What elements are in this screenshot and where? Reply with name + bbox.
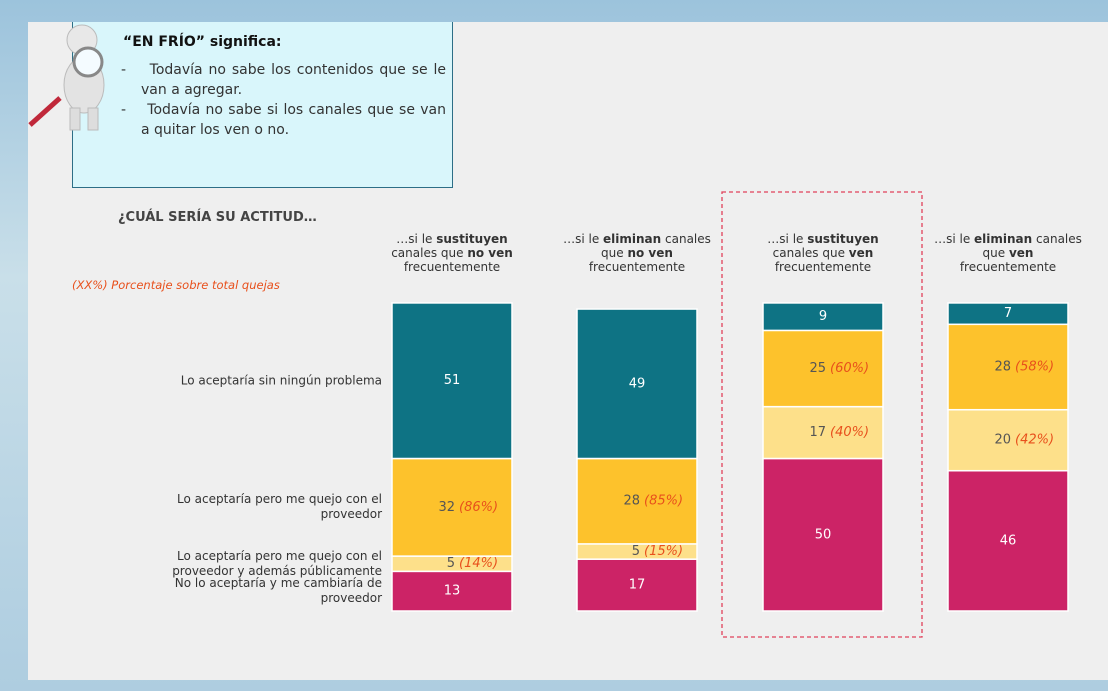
header-run: canales que [391, 246, 468, 260]
header-run: canales que [982, 232, 1082, 260]
value-label: 49 [629, 376, 646, 391]
column-header: …si le sustituyen canales que no ven fre… [377, 232, 527, 274]
chart-title: ¿CUÁL SERÍA SU ACTITUD… [118, 210, 317, 225]
highlight-box [721, 191, 923, 638]
value-label: 9 [819, 309, 827, 324]
header-run: sustituyen [436, 232, 508, 246]
share-label: (40%) [830, 425, 869, 440]
value-label: 32 [438, 500, 455, 515]
info-box: “EN FRÍO” significa: Todavía no sabe los… [72, 22, 453, 188]
bar-segment [576, 558, 698, 612]
header-run: eliminan [974, 232, 1033, 246]
magnifier-figure [28, 24, 105, 131]
header-run: no ven [467, 246, 513, 260]
value-label: 17 [629, 578, 646, 593]
info-title: “EN FRÍO” significa: [123, 34, 282, 50]
bar-segment [947, 323, 1069, 411]
value-label: 25 [809, 361, 826, 376]
bar-segment [576, 457, 698, 545]
value-label: 7 [1004, 306, 1012, 321]
share-label: (42%) [1015, 433, 1054, 448]
column-header: …si le sustituyen canales que ven frecue… [748, 232, 898, 274]
value-label: 46 [1000, 533, 1017, 548]
column-header: …si le eliminan canales que no ven frecu… [562, 232, 712, 274]
value-label: 5 [632, 544, 640, 559]
bar-segment [947, 302, 1069, 326]
header-run: frecuentemente [774, 260, 872, 274]
share-label: (85%) [644, 494, 683, 509]
header-run: …si le [934, 232, 975, 246]
share-label: (15%) [644, 544, 683, 559]
value-label: 13 [444, 584, 461, 599]
bar-segment [947, 469, 1069, 612]
bar-segment [947, 408, 1069, 472]
row-label: Lo aceptaría pero me quejo con el provee… [172, 548, 382, 578]
info-bullet: Todavía no sabe los contenidos que se le… [121, 60, 446, 100]
header-run: frecuentemente [403, 260, 501, 274]
info-list: Todavía no sabe los contenidos que se le… [121, 60, 446, 140]
header-run: frecuentemente [959, 260, 1057, 274]
value-label: 20 [994, 433, 1011, 448]
header-run: …si le [396, 232, 437, 246]
header-run: …si le [767, 232, 808, 246]
value-label: 5 [447, 556, 455, 571]
row-label: Lo aceptaría pero me quejo con el provee… [177, 492, 382, 522]
header-run: ven [1008, 246, 1034, 260]
value-label: 28 [994, 360, 1011, 375]
info-bullet: Todavía no sabe si los canales que se va… [121, 100, 446, 140]
value-label: 50 [815, 527, 832, 542]
share-label: (58%) [1015, 360, 1054, 375]
value-label: 28 [623, 494, 640, 509]
bar-segment [391, 302, 513, 460]
bar-segment [391, 570, 513, 612]
share-label: (86%) [459, 500, 498, 515]
header-run: ven [848, 246, 874, 260]
bar-segment [762, 457, 884, 612]
share-label: (60%) [830, 361, 869, 376]
bar-segment [762, 302, 884, 332]
bar-segment [576, 308, 698, 460]
header-run: frecuentemente [588, 260, 686, 274]
bar-segment [762, 405, 884, 460]
bar-segment [762, 329, 884, 408]
header-run: no ven [627, 246, 673, 260]
header-run: eliminan [603, 232, 662, 246]
header-run: canales que [601, 232, 711, 260]
row-label: Lo aceptaría sin ningún problema [180, 373, 382, 388]
value-label: 51 [444, 373, 461, 388]
header-run: sustituyen [807, 232, 879, 246]
chart-subtitle: (XX%) Porcentaje sobre total quejas [72, 278, 280, 292]
share-label: (14%) [459, 556, 498, 571]
column-header: …si le eliminan canales que ven frecuent… [933, 232, 1083, 274]
header-run: …si le [563, 232, 604, 246]
value-label: 17 [809, 425, 826, 440]
header-run: canales que [772, 246, 849, 260]
row-label: No lo aceptaría y me cambiaría de provee… [174, 576, 382, 606]
